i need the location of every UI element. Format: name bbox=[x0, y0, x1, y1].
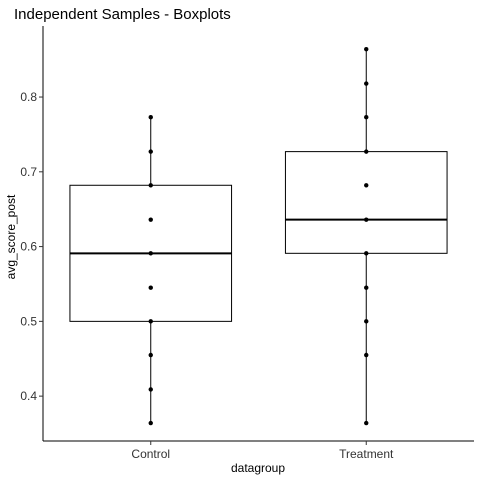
x-tick-label: Treatment bbox=[339, 447, 394, 461]
y-tick-label: 0.6 bbox=[20, 240, 37, 254]
data-point bbox=[148, 285, 153, 290]
boxes bbox=[69, 49, 448, 424]
data-point bbox=[364, 420, 369, 426]
y-axis: 0.4 0.5 0.6 0.7 0.8 bbox=[20, 26, 44, 441]
box-control bbox=[69, 117, 233, 424]
data-point bbox=[364, 285, 369, 290]
data-points bbox=[148, 46, 369, 426]
y-tick-label: 0.5 bbox=[20, 314, 37, 328]
iqr-box bbox=[284, 151, 448, 254]
y-axis-label: avg_score_post bbox=[4, 194, 18, 279]
data-point bbox=[364, 319, 369, 324]
data-point bbox=[148, 251, 153, 256]
data-point bbox=[364, 46, 369, 52]
data-point bbox=[364, 183, 369, 188]
data-point bbox=[148, 387, 153, 392]
data-point bbox=[364, 81, 369, 86]
x-tick-label: Control bbox=[131, 447, 170, 461]
data-point bbox=[148, 352, 153, 358]
y-tick-label: 0.4 bbox=[20, 389, 37, 403]
data-point bbox=[148, 115, 153, 120]
chart-title: Independent Samples - Boxplots bbox=[14, 6, 231, 23]
y-tick-label: 0.7 bbox=[20, 165, 37, 179]
data-point bbox=[148, 420, 153, 426]
data-point bbox=[364, 149, 369, 154]
data-point bbox=[148, 183, 153, 188]
x-axis: Control Treatment bbox=[43, 440, 474, 461]
data-point bbox=[364, 352, 369, 358]
box-treatment bbox=[284, 49, 448, 424]
data-point bbox=[364, 217, 369, 222]
x-axis-label: datagroup bbox=[231, 461, 285, 475]
data-point bbox=[364, 251, 369, 256]
data-point bbox=[148, 319, 153, 324]
y-tick-label: 0.8 bbox=[20, 90, 37, 104]
data-point bbox=[148, 149, 153, 154]
data-point bbox=[148, 217, 153, 222]
data-point bbox=[364, 115, 369, 120]
